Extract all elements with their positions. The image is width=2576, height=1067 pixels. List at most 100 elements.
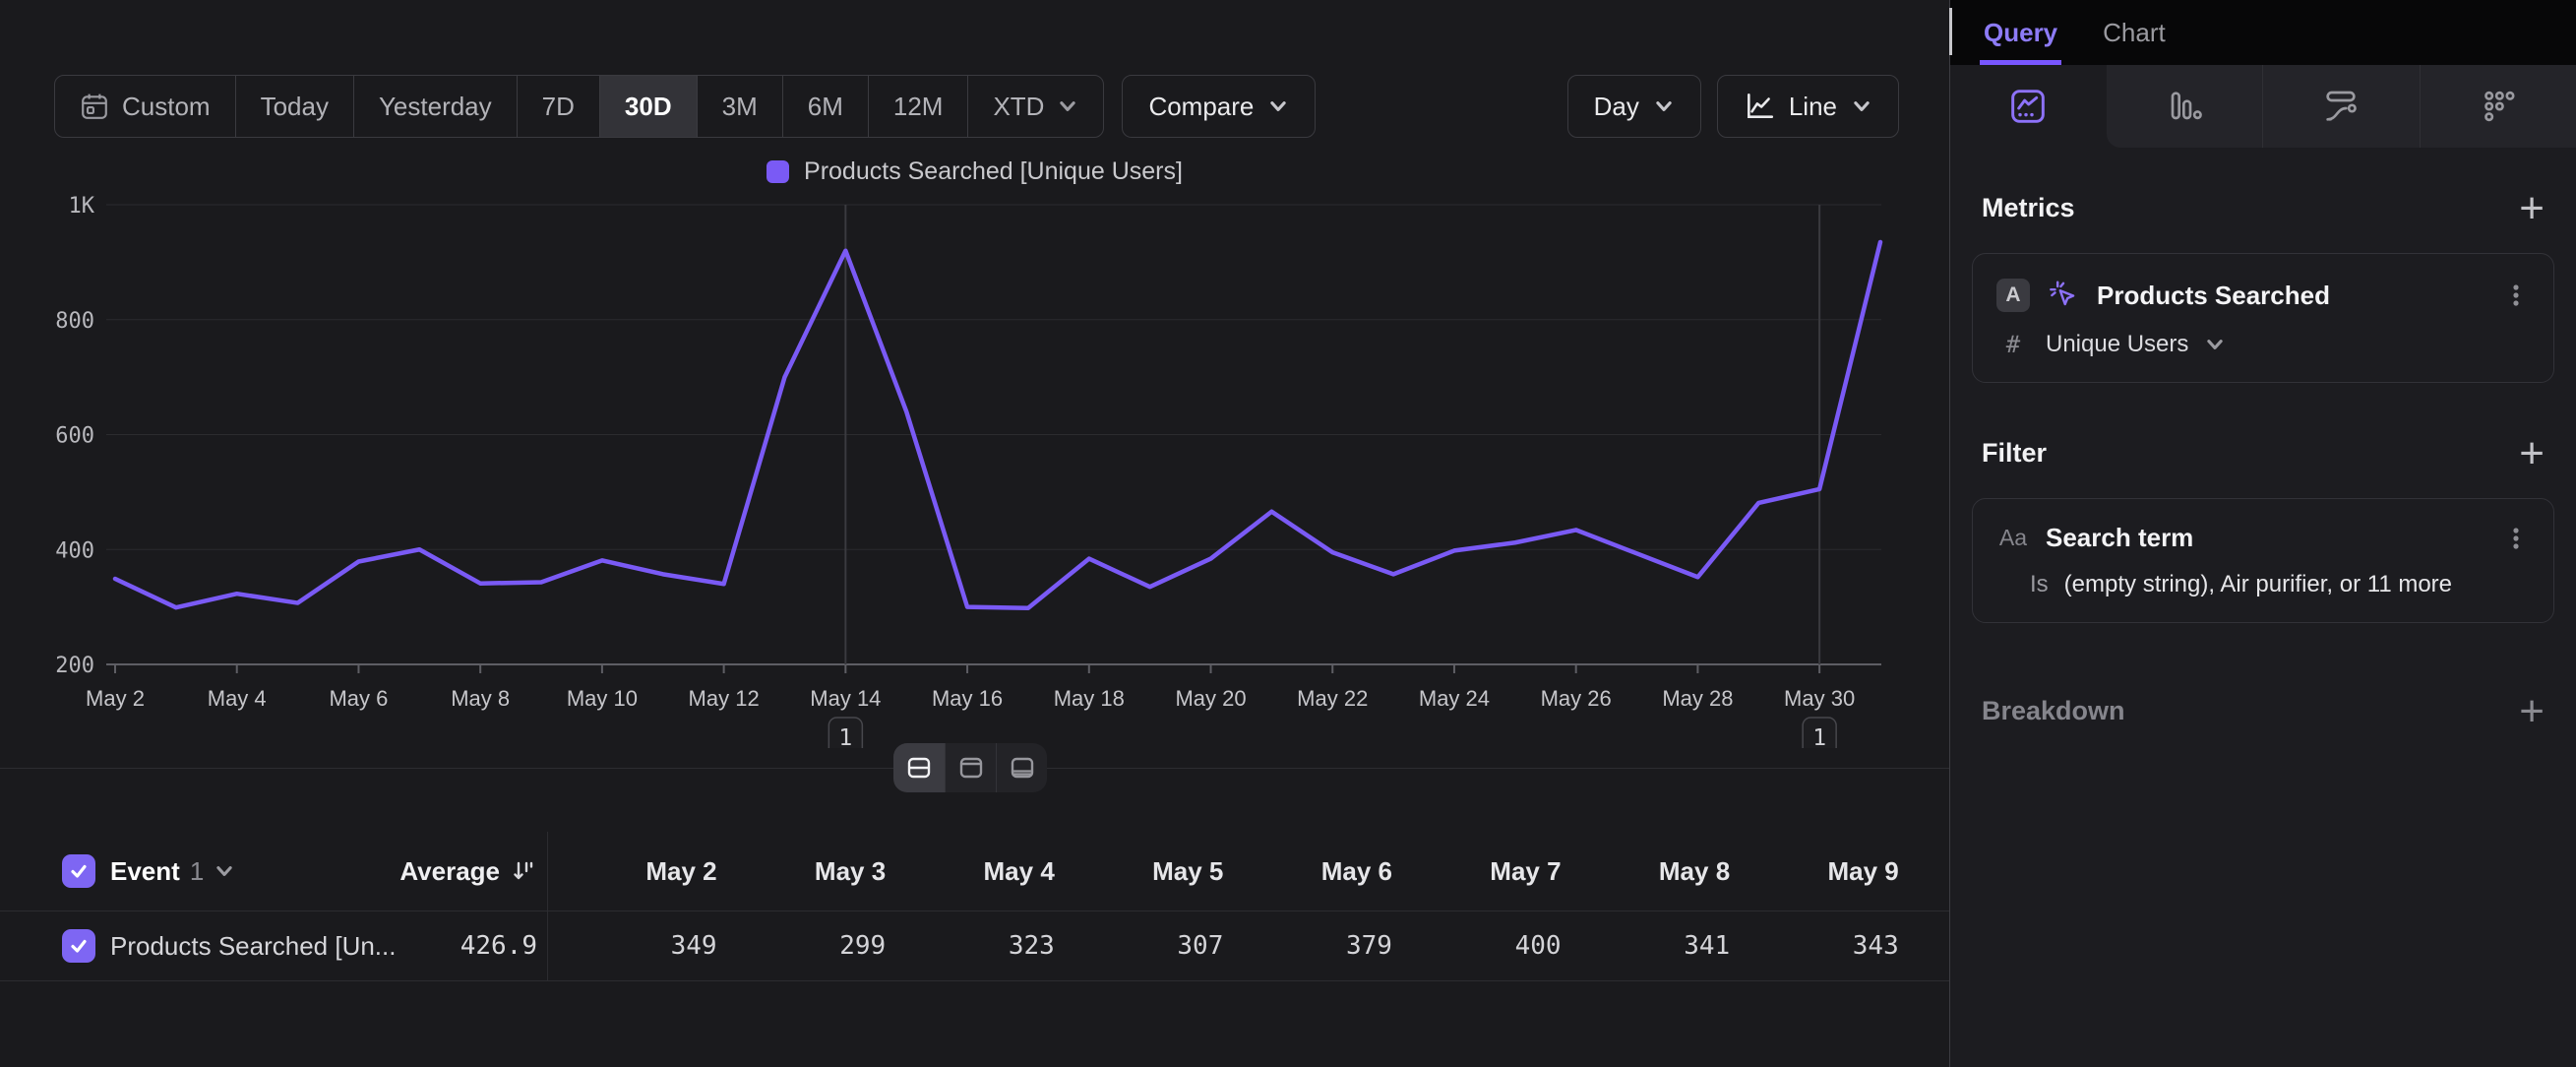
tab-query[interactable]: Query: [1980, 4, 2062, 65]
date-range-12m[interactable]: 12M: [867, 76, 968, 137]
date-range-xtd[interactable]: XTD: [967, 76, 1103, 137]
date-range-label: 6M: [807, 91, 843, 121]
x-axis-tick-label: May 12: [689, 686, 760, 711]
date-column-header[interactable]: May 6: [1320, 855, 1392, 886]
date-column-header[interactable]: May 8: [1658, 855, 1731, 886]
table-header-row: Event 1 Average May 2 May 3 May 4 May 5 May …: [0, 832, 1949, 910]
layout-split-view-button[interactable]: [893, 743, 945, 792]
cell-value: 349: [670, 931, 717, 961]
add-breakdown-button[interactable]: +: [2519, 686, 2545, 735]
chevron-down-icon: [2207, 340, 2224, 349]
date-range-6m[interactable]: 6M: [781, 76, 868, 137]
y-axis-tick-label: 400: [55, 538, 94, 563]
date-range-7d[interactable]: 7D: [516, 76, 599, 137]
granularity-button[interactable]: Day: [1566, 75, 1701, 138]
annotation-badge[interactable]: 1: [1802, 717, 1837, 748]
date-range-label: Custom: [122, 91, 211, 121]
date-column-headers: May 2 May 3 May 4 May 5 May 6 May 7 May 8 May 9: [548, 832, 1949, 910]
row-values: 349 299 323 307 379 400 341 343: [548, 911, 1949, 980]
cell-value: 299: [839, 931, 887, 961]
add-metric-button[interactable]: +: [2519, 183, 2545, 232]
date-column-header[interactable]: May 3: [814, 855, 887, 886]
chevron-down-icon: [216, 866, 232, 876]
query-sidebar: Query Chart Metrics +: [1949, 0, 2576, 1067]
date-column-header[interactable]: May 4: [983, 855, 1055, 886]
breakdown-section-header: Breakdown +: [1982, 686, 2545, 735]
cell-value: 323: [1008, 931, 1055, 961]
average-label: Average: [399, 855, 500, 886]
date-range-30d[interactable]: 30D: [598, 76, 697, 137]
row-checkbox[interactable]: [62, 929, 95, 963]
date-range-segmented-control: Custom Today Yesterday 7D 30D 3M 6M 12M XTD: [54, 75, 1105, 138]
row-label[interactable]: Products Searched [Un...: [110, 930, 397, 961]
table-row: Products Searched [Un... 426.9 349 299 323…: [0, 910, 1949, 981]
tab-chart[interactable]: Chart: [2103, 18, 2166, 47]
event-column-header[interactable]: Event 1: [110, 856, 385, 887]
layout-switcher: [893, 743, 1047, 792]
chevron-down-icon: [1854, 101, 1870, 111]
bar-chart-icon: [2171, 92, 2202, 120]
filter-operator[interactable]: Is: [2030, 571, 2049, 597]
select-all-checkbox[interactable]: [62, 854, 95, 888]
kebab-menu-icon[interactable]: [2502, 525, 2530, 552]
chart-view-icon: [959, 757, 982, 779]
date-column-header[interactable]: May 9: [1827, 855, 1899, 886]
y-axis-tick-label: 800: [55, 309, 94, 334]
chart-type-button[interactable]: Line: [1716, 75, 1899, 138]
split-view-icon: [907, 757, 931, 779]
x-axis-tick-label: May 22: [1297, 686, 1368, 711]
date-range-custom[interactable]: Custom: [55, 76, 235, 137]
add-filter-button[interactable]: +: [2519, 428, 2545, 477]
cell-value: 341: [1684, 931, 1731, 961]
table-header-left: Event 1 Average: [0, 832, 548, 910]
x-axis-tick-label: May 10: [567, 686, 638, 711]
layout-table-view-button[interactable]: [996, 743, 1047, 792]
filter-value[interactable]: (empty string), Air purifier, or 11 more: [2063, 571, 2453, 597]
report-tab-flows[interactable]: [2262, 65, 2420, 148]
kebab-menu-icon[interactable]: [2502, 282, 2530, 309]
series-line[interactable]: [112, 239, 1883, 611]
event-label: Event: [110, 855, 180, 886]
date-column-header[interactable]: May 2: [645, 855, 717, 886]
annotation-badge[interactable]: 1: [828, 717, 864, 748]
chart-canvas[interactable]: 200 400 600 800 1K May 2 May 4 May 6 May 8 May 10…: [0, 148, 1949, 748]
average-column-header[interactable]: Average: [399, 856, 537, 887]
layout-chart-view-button[interactable]: [945, 743, 996, 792]
cell-value: 343: [1852, 931, 1899, 961]
date-range-yesterday[interactable]: Yesterday: [352, 76, 517, 137]
report-tab-insights[interactable]: [1950, 65, 2107, 148]
metric-card[interactable]: A Products Searched # Unique Users: [1972, 253, 2554, 383]
line-chart[interactable]: 200 400 600 800 1K May 2 May 4 May 6 May 8 May 10…: [0, 148, 1949, 748]
y-axis-tick-label: 1K: [69, 194, 95, 219]
report-tab-funnels[interactable]: [2106, 65, 2262, 148]
date-range-today[interactable]: Today: [234, 76, 353, 137]
table-row-left: Products Searched [Un... 426.9: [0, 911, 548, 980]
toolbar: Custom Today Yesterday 7D 30D 3M 6M 12M XTD Comp…: [54, 75, 1899, 138]
date-range-label: 12M: [892, 91, 944, 121]
filter-property-name[interactable]: Search term: [2046, 523, 2194, 552]
metric-name[interactable]: Products Searched: [2097, 280, 2330, 310]
aggregation-selector[interactable]: Unique Users: [2046, 331, 2189, 357]
y-axis-tick-label: 600: [55, 424, 94, 449]
metric-series-badge: A: [1996, 279, 2030, 312]
legend-swatch: [767, 160, 790, 183]
date-column-header[interactable]: May 5: [1152, 855, 1224, 886]
filter-card[interactable]: Aa Search term Is (empty string), Air pu…: [1972, 498, 2554, 623]
date-range-label: XTD: [993, 91, 1045, 121]
date-range-3m[interactable]: 3M: [696, 76, 782, 137]
date-column-header[interactable]: May 7: [1490, 855, 1562, 886]
y-axis-tick-label: 200: [55, 654, 94, 678]
cell-value: 400: [1514, 931, 1562, 961]
sort-icon: [514, 861, 533, 880]
report-tab-retention[interactable]: [2419, 65, 2576, 148]
insights-icon: [2011, 90, 2046, 123]
svg-text:1: 1: [838, 725, 852, 748]
sidebar-body: Metrics + A Products Searched # Unique U…: [1950, 183, 2576, 735]
x-axis-tick-label: May 18: [1054, 686, 1125, 711]
compare-button[interactable]: Compare: [1122, 75, 1317, 138]
chart-legend[interactable]: Products Searched [Unique Users]: [0, 157, 1949, 186]
line-chart-icon: [1747, 93, 1773, 118]
date-range-label: Yesterday: [378, 91, 492, 121]
chart-type-label: Line: [1788, 91, 1837, 121]
